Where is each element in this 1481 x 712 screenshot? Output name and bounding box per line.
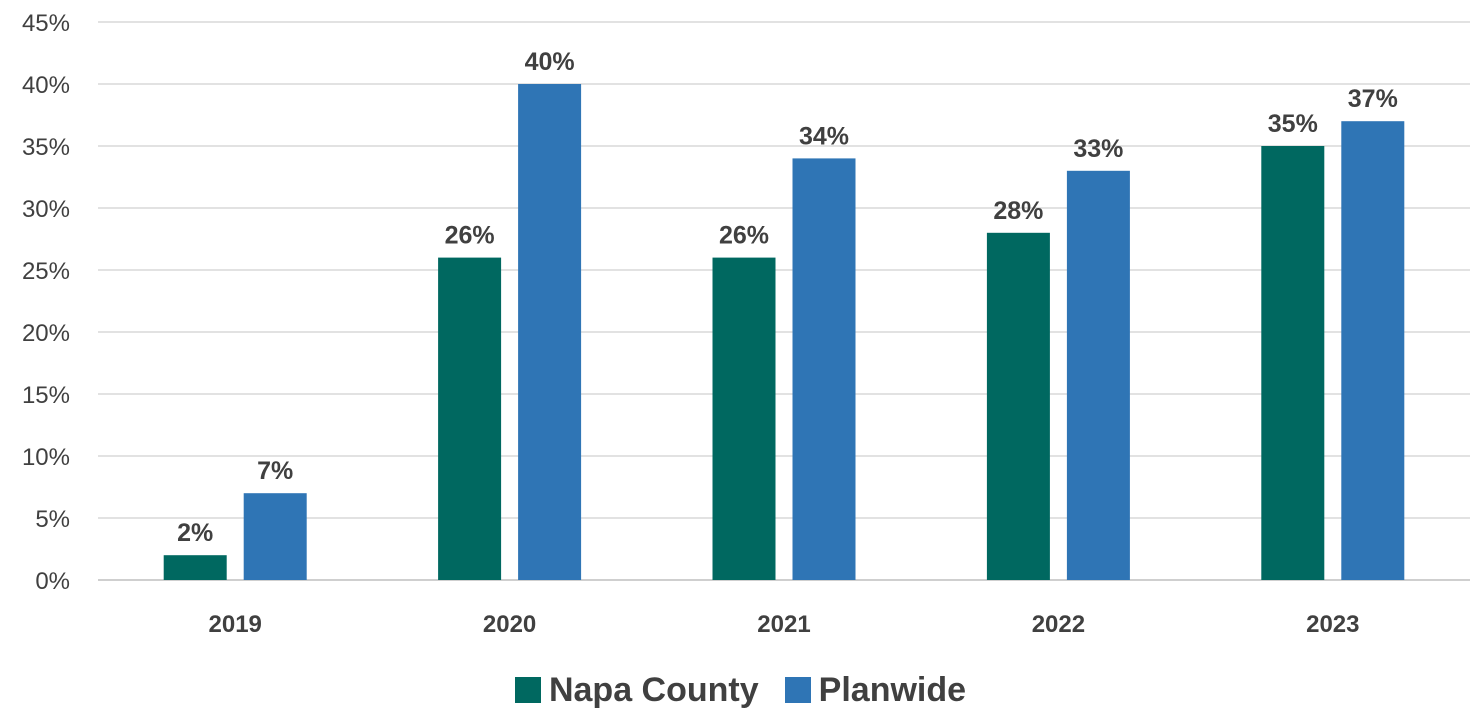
data-label: 26%	[445, 222, 495, 250]
data-label: 33%	[1073, 135, 1123, 163]
bar-planwide-2021[interactable]	[792, 158, 856, 580]
bar-napa-county-2021[interactable]	[712, 257, 776, 580]
bar-planwide-2020[interactable]	[518, 84, 582, 580]
data-label: 7%	[257, 457, 293, 485]
bar-planwide-2022[interactable]	[1066, 170, 1130, 581]
bar-planwide-2019[interactable]	[243, 493, 307, 580]
legend-item-napa-county[interactable]: Napa County	[514, 671, 759, 709]
x-category-label: 2021	[757, 611, 810, 638]
y-tick-label: 35%	[22, 134, 70, 161]
legend: Napa County Planwide	[0, 668, 1481, 712]
x-category-label: 2023	[1306, 611, 1359, 638]
data-label: 37%	[1348, 85, 1398, 113]
y-tick-label: 10%	[22, 444, 70, 471]
data-label: 40%	[525, 48, 575, 76]
y-tick-label: 0%	[35, 568, 70, 595]
bar-chart: 0%5%10%15%20%25%30%35%40%45% 2%7%26%40%2…	[22, 10, 1470, 638]
bar-napa-county-2022[interactable]	[986, 232, 1050, 581]
y-tick-label: 25%	[22, 258, 70, 285]
y-tick-label: 20%	[22, 320, 70, 347]
bar-planwide-2023[interactable]	[1341, 121, 1405, 580]
data-labels: 2% 7% 26% 40% 26% 34% 28% 33% 35% 37%	[177, 48, 1398, 547]
x-category-label: 2020	[483, 611, 536, 638]
gridlines	[98, 21, 1470, 581]
data-label: 2%	[177, 519, 213, 547]
x-category-label: 2022	[1032, 611, 1085, 638]
bar-napa-county-2019[interactable]	[163, 555, 227, 580]
legend-label-napa-county: Napa County	[548, 671, 759, 709]
legend-item-planwide[interactable]: Planwide	[784, 671, 967, 709]
data-label: 26%	[719, 222, 769, 250]
data-label: 28%	[993, 197, 1043, 225]
y-tick-label: 30%	[22, 196, 70, 223]
bar-napa-county-2023[interactable]	[1261, 146, 1325, 580]
y-tick-label: 40%	[22, 72, 70, 99]
y-axis-ticks: 0% 5% 10% 15% 20% 25% 30% 35% 40% 45%	[22, 10, 70, 595]
bars	[163, 84, 1405, 581]
y-tick-label: 5%	[35, 506, 70, 533]
legend-swatch-planwide	[784, 677, 811, 703]
data-label: 35%	[1268, 110, 1318, 138]
data-label: 34%	[799, 122, 849, 150]
y-tick-label: 15%	[22, 382, 70, 409]
legend-swatch-napa-county	[514, 677, 541, 703]
y-tick-label: 45%	[22, 10, 70, 37]
x-axis-categories: 2019 2020 2021 2022 2023	[209, 611, 1360, 638]
legend-label-planwide: Planwide	[818, 671, 967, 709]
bar-napa-county-2020[interactable]	[438, 257, 502, 580]
x-category-label: 2019	[209, 611, 262, 638]
